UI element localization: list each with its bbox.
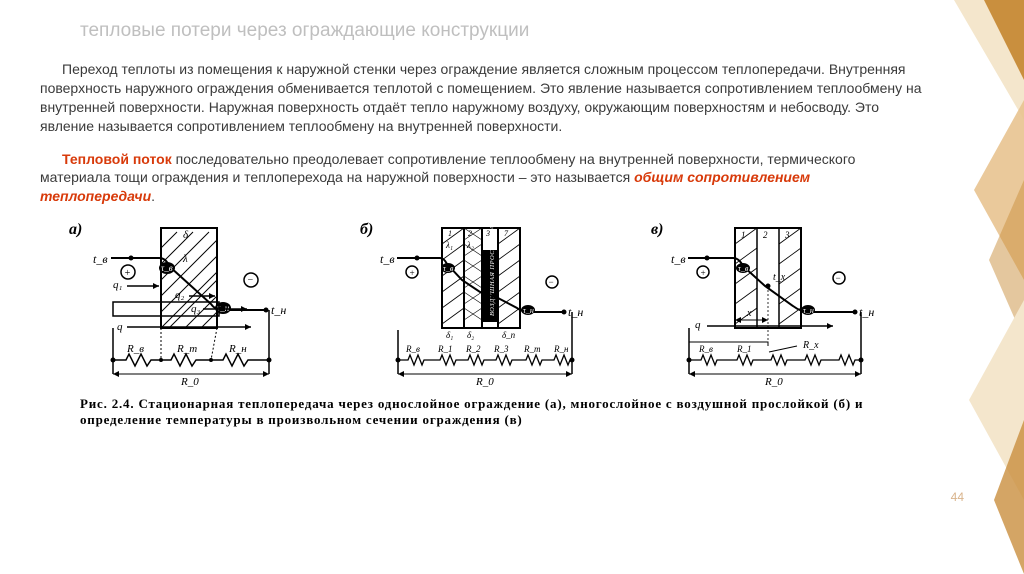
svg-text:R_x: R_x (802, 340, 819, 351)
figure-caption: Рис. 2.4. Стационарная теплопередача чер… (40, 396, 924, 427)
svg-text:t_н: t_н (568, 305, 583, 319)
svg-text:а): а) (69, 221, 82, 238)
subfigure-a: а) δ λ τ_в τ_н t_в t_н + − (51, 220, 331, 390)
svg-text:2: 2 (468, 229, 472, 238)
svg-text:R_в: R_в (126, 343, 144, 355)
svg-text:R_2: R_2 (465, 344, 481, 354)
subfigure-b: б) 12 37 λ₁ (342, 220, 622, 390)
svg-text:λ₂: λ₂ (466, 240, 474, 250)
svg-text:t_в: t_в (93, 252, 108, 266)
svg-text:τ_н: τ_н (523, 306, 534, 315)
page-number: 44 (951, 490, 964, 504)
svg-text:x: x (746, 308, 752, 319)
svg-text:δ₁: δ₁ (446, 330, 453, 340)
svg-text:−: − (835, 273, 841, 283)
svg-text:3: 3 (784, 230, 790, 240)
svg-text:R_0: R_0 (180, 376, 199, 388)
subfigure-c: в) 123 τ_в t_x τ_н t_в t_н + − x (633, 220, 913, 390)
slide-content: тепловые потери через ограждающие констр… (0, 0, 1024, 437)
svg-text:1: 1 (741, 230, 746, 240)
svg-text:τ_в: τ_в (738, 264, 749, 273)
figure-row: а) δ λ τ_в τ_н t_в t_н + − (40, 220, 924, 390)
svg-text:q₂: q₂ (175, 289, 185, 301)
svg-text:−: − (247, 275, 254, 286)
svg-text:в): в) (651, 221, 663, 238)
svg-text:τ_в: τ_в (161, 263, 173, 273)
svg-text:R_0: R_0 (764, 376, 783, 388)
svg-text:+: + (124, 268, 131, 279)
slide-title: тепловые потери через ограждающие констр… (80, 20, 924, 42)
svg-text:R_н: R_н (553, 344, 569, 354)
heat-flow-term: Тепловой поток (62, 151, 172, 167)
svg-text:t_x: t_x (773, 272, 786, 283)
svg-text:R_н: R_н (228, 343, 247, 355)
svg-text:t_в: t_в (380, 252, 395, 266)
svg-text:R_1: R_1 (736, 344, 752, 354)
svg-text:R_1: R_1 (437, 344, 453, 354)
svg-text:q₁: q₁ (113, 279, 123, 291)
svg-text:δ: δ (183, 229, 189, 241)
svg-text:q: q (695, 319, 701, 331)
paragraph-2: Тепловой поток последовательно преодолев… (40, 150, 924, 207)
svg-text:+: + (409, 268, 415, 278)
svg-text:2: 2 (763, 230, 768, 240)
svg-text:+: + (700, 268, 706, 278)
svg-text:1: 1 (448, 229, 452, 238)
svg-text:б): б) (360, 221, 373, 238)
svg-text:λ: λ (182, 253, 188, 265)
svg-text:λ₁: λ₁ (445, 240, 453, 250)
svg-text:t_в: t_в (671, 252, 686, 266)
svg-text:t_н: t_н (271, 303, 286, 317)
svg-text:−: − (548, 277, 554, 287)
svg-text:R_в: R_в (698, 344, 713, 354)
svg-text:R_0: R_0 (475, 376, 494, 388)
svg-text:R_т: R_т (176, 343, 197, 355)
svg-text:τ_в: τ_в (443, 264, 454, 273)
svg-text:q₃: q₃ (191, 303, 201, 315)
svg-text:τ_н: τ_н (803, 306, 814, 315)
svg-text:q: q (117, 321, 123, 333)
svg-text:δ_n: δ_n (502, 330, 516, 340)
paragraph-1: Переход теплоты из помещения к наружной … (40, 60, 924, 136)
svg-text:R_3: R_3 (493, 344, 509, 354)
svg-text:R_т: R_т (523, 344, 541, 354)
svg-text:ВОЗДУШНАЯ ПРОСЛОЙКА: ВОЗДУШНАЯ ПРОСЛОЙКА (488, 226, 496, 317)
svg-text:R_в: R_в (405, 344, 420, 354)
svg-text:δ₂: δ₂ (467, 330, 474, 340)
